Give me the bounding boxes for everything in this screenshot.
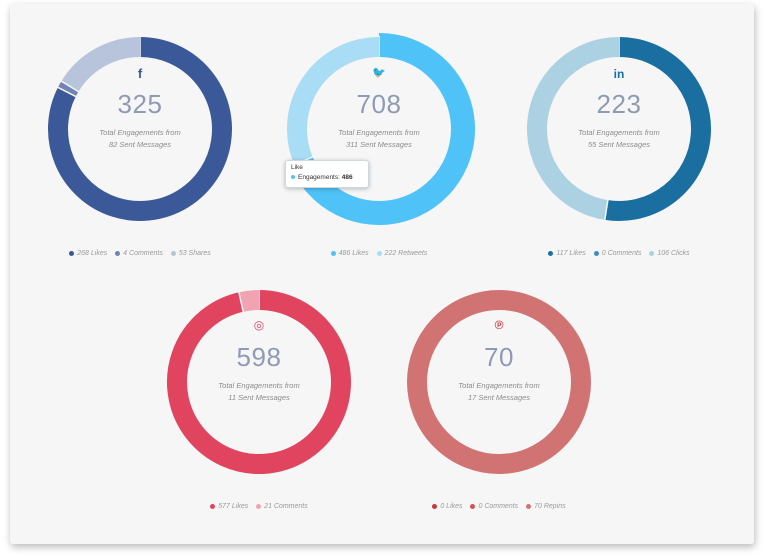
- instagram-subtitle-line1: Total Engagements from: [218, 381, 300, 390]
- linkedin-donut-svg: [527, 36, 711, 222]
- donut-slice-likes[interactable]: [290, 33, 475, 225]
- pinterest-legend: 0 Likes 0 Comments 70 Repins: [399, 503, 599, 510]
- twitter-bird-icon: 🐦: [372, 67, 386, 79]
- donut-slice-clicks[interactable]: [527, 37, 620, 220]
- legend-dot: [649, 250, 655, 256]
- instagram-subtitle-line2: 11 Sent Messages: [228, 393, 290, 402]
- slice-separator: [56, 86, 77, 98]
- legend-dot: [548, 250, 554, 256]
- legend-dot: [256, 503, 262, 509]
- legend-item[interactable]: 117 Likes: [548, 250, 586, 257]
- facebook-subtitle-line2: 82 Sent Messages: [108, 140, 172, 149]
- engagement-dashboard-card: [10, 4, 754, 544]
- legend-item[interactable]: 53 Shares: [170, 250, 211, 257]
- legend-label: 222 Retweets: [384, 250, 428, 257]
- donut-slice-likes[interactable]: [167, 290, 351, 474]
- legend-dot: [593, 250, 599, 256]
- legend-dot: [470, 503, 476, 509]
- legend-dot: [432, 503, 438, 509]
- linkedin-subtitle-line2: 55 Sent Messages: [587, 140, 651, 149]
- instagram-total: 598: [236, 342, 282, 372]
- legend-dot: [170, 250, 176, 256]
- pinterest-subtitle-line1: Total Engagements from: [458, 381, 540, 390]
- donut-slice-comments[interactable]: [238, 290, 260, 312]
- legend-dot: [69, 250, 75, 256]
- slice-separator: [603, 199, 609, 222]
- pinterest-subtitle-line2: 17 Sent Messages: [467, 393, 531, 402]
- twitter-subtitle-line1: Total Engagements from: [338, 128, 420, 137]
- legend-dot: [115, 250, 121, 256]
- facebook-icon: f: [137, 66, 143, 81]
- legend-label: 117 Likes: [556, 250, 586, 257]
- instagram-legend: 577 Likes 21 Comments: [159, 503, 359, 510]
- instagram-donut-svg: [167, 289, 351, 474]
- pinterest-donut-svg: [407, 290, 591, 474]
- legend-label: 70 Repins: [534, 503, 566, 510]
- legend-item[interactable]: 106 Clicks: [649, 250, 690, 257]
- legend-dot: [376, 250, 382, 256]
- legend-label: 577 Likes: [218, 503, 249, 510]
- linkedin-icon: in: [613, 67, 625, 81]
- legend-item[interactable]: 577 Likes: [210, 503, 248, 510]
- linkedin-subtitle-line1: Total Engagements from: [578, 128, 660, 137]
- legend-dot: [210, 503, 216, 509]
- facebook-donut-svg: [48, 36, 232, 221]
- linkedin-donut[interactable]: in 223 Total Engagements from 55 Sent Me…: [527, 36, 711, 222]
- donut-slice-retweets[interactable]: [287, 37, 380, 165]
- legend-item[interactable]: 21 Comments: [256, 503, 308, 510]
- tooltip-row: Engagements: 486: [291, 174, 353, 181]
- tooltip-title: Like: [291, 164, 303, 171]
- twitter-donut[interactable]: 🐦 708 Total Engagements from 311 Sent Me…: [287, 33, 475, 225]
- legend-label: 0 Likes: [440, 503, 463, 510]
- engagement-tooltip: Like Engagements: 486: [285, 160, 369, 188]
- tooltip-label: Engagements:: [298, 174, 340, 181]
- facebook-donut[interactable]: f 325 Total Engagements from 82 Sent Mes…: [48, 36, 232, 221]
- legend-label: 21 Comments: [264, 503, 308, 510]
- legend-item[interactable]: 0 Likes: [432, 503, 463, 510]
- legend-item[interactable]: 0 Comments: [593, 250, 642, 257]
- instagram-icon: ◎: [253, 318, 265, 332]
- twitter-subtitle-line2: 311 Sent Messages: [346, 140, 412, 149]
- pinterest-total: 70: [484, 342, 514, 372]
- legend-item[interactable]: 0 Comments: [470, 503, 518, 510]
- legend-label: 4 Comments: [123, 250, 163, 257]
- facebook-legend: 268 Likes 4 Comments 53 Shares: [40, 250, 240, 257]
- twitter-legend: 486 Likes 222 Retweets: [279, 250, 479, 257]
- instagram-donut[interactable]: ◎ 598 Total Engagements from 11 Sent Mes…: [167, 289, 351, 474]
- slice-separator: [60, 80, 80, 93]
- donut-slice-shares[interactable]: [61, 37, 141, 92]
- legend-dot: [526, 503, 532, 509]
- donut-slice-likes[interactable]: [48, 37, 232, 221]
- legend-label: 268 Likes: [77, 250, 108, 257]
- slice-separator: [237, 291, 245, 313]
- tooltip-value: 486: [341, 174, 353, 181]
- tooltip-dot: [291, 175, 295, 180]
- legend-dot: [330, 250, 336, 256]
- legend-label: 0 Comments: [601, 250, 642, 257]
- linkedin-total: 223: [596, 89, 642, 119]
- pinterest-icon: ℗: [494, 318, 504, 332]
- legend-item[interactable]: 222 Retweets: [376, 250, 428, 257]
- legend-label: 0 Comments: [478, 503, 519, 510]
- linkedin-legend: 117 Likes 0 Comments 106 Clicks: [519, 250, 719, 257]
- facebook-subtitle-line1: Total Engagements from: [99, 128, 181, 137]
- legend-label: 106 Clicks: [657, 250, 690, 257]
- legend-item[interactable]: 4 Comments: [115, 250, 163, 257]
- legend-item[interactable]: 486 Likes: [330, 250, 369, 257]
- legend-label: 53 Shares: [178, 250, 211, 257]
- twitter-total: 708: [356, 89, 402, 119]
- legend-item[interactable]: 268 Likes: [69, 250, 107, 257]
- donut-slice-repins[interactable]: [407, 290, 591, 474]
- facebook-total: 325: [117, 89, 163, 119]
- donut-slice-likes[interactable]: [604, 37, 711, 221]
- legend-item[interactable]: 70 Repins: [526, 503, 566, 510]
- pinterest-donut[interactable]: ℗ 70 Total Engagements from 17 Sent Mess…: [407, 290, 591, 474]
- legend-label: 486 Likes: [338, 250, 369, 257]
